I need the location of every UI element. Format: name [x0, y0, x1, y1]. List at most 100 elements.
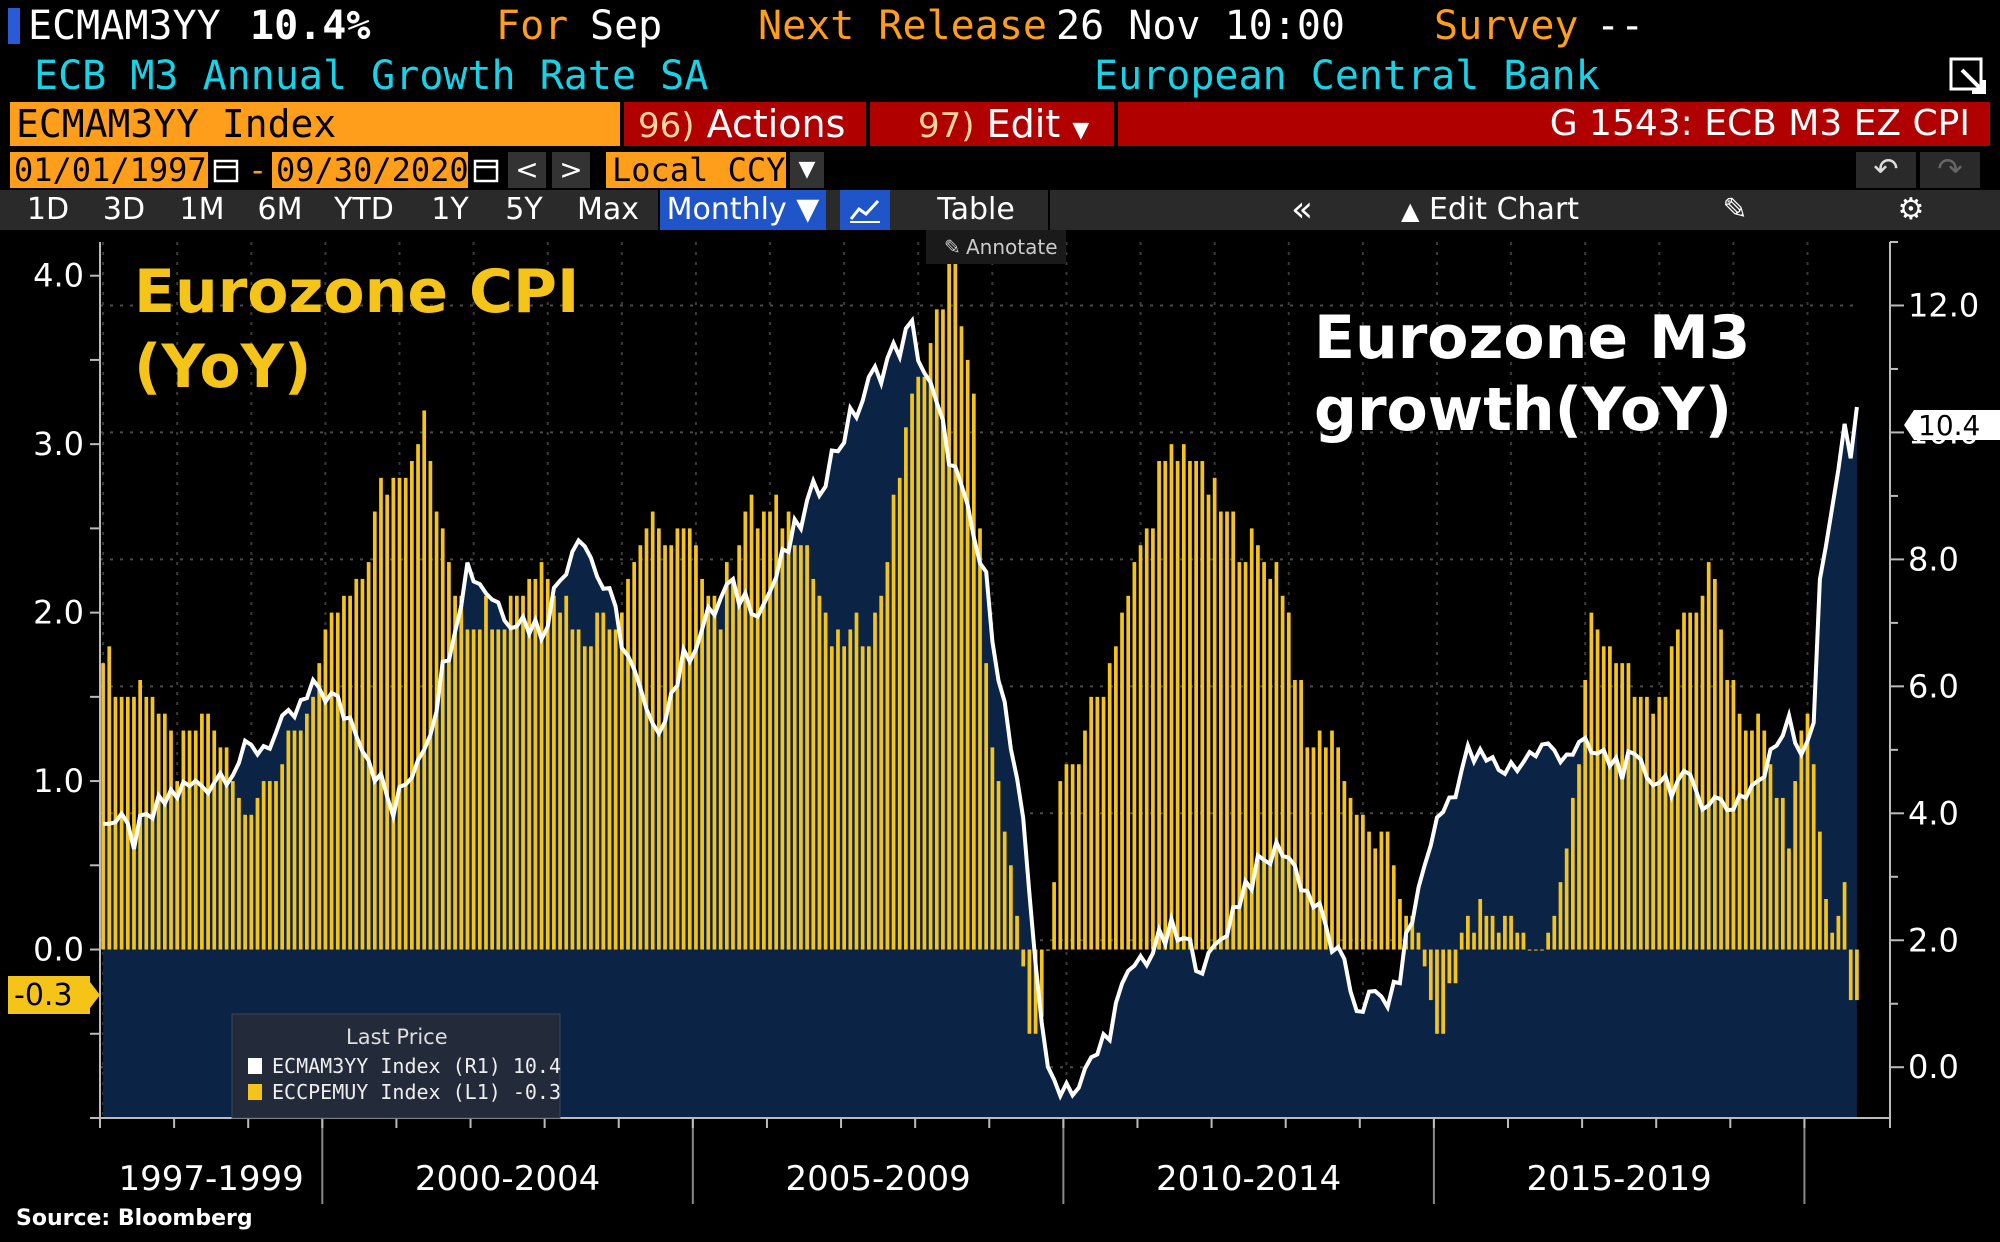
- cpi-bar: [1101, 696, 1106, 950]
- cpi-bar: [255, 797, 260, 950]
- cpi-bar: [860, 646, 865, 950]
- pencil-icon[interactable]: ✎: [1722, 192, 1748, 227]
- legend-item-m3: ECMAM3YY Index (R1) 10.4: [272, 1054, 561, 1078]
- period-select[interactable]: Monthly ▼: [660, 190, 826, 230]
- cpi-bar: [1083, 730, 1087, 950]
- next-release-value: 26 Nov 10:00: [1056, 3, 1345, 49]
- cpi-bar: [274, 781, 278, 950]
- edit-chart-button[interactable]: ▲ Edit Chart: [1330, 190, 1650, 230]
- cpi-bar: [1262, 562, 1266, 950]
- gear-icon[interactable]: ⚙: [1897, 192, 1925, 227]
- popout-icon[interactable]: [1948, 56, 1988, 96]
- pencil-icon: ✎: [944, 235, 961, 259]
- cpi-bar: [1608, 646, 1612, 950]
- cpi-bar: [971, 393, 976, 950]
- end-date-input[interactable]: 09/30/2020: [272, 152, 469, 188]
- collapse-icon[interactable]: «: [1290, 189, 1314, 230]
- annotate-button[interactable]: [926, 230, 1066, 264]
- cpi-bar: [552, 595, 556, 950]
- cpi-bar: [619, 612, 624, 950]
- chevron-down-icon[interactable]: ▼: [790, 152, 824, 188]
- cpi-bar: [1589, 612, 1594, 950]
- cpi-bar: [762, 511, 766, 950]
- cpi-bar: [1756, 713, 1760, 950]
- cpi-bar: [836, 629, 840, 950]
- range-1d[interactable]: 1D: [26, 192, 70, 227]
- cpi-bar: [1336, 747, 1341, 950]
- cpi-bar: [1484, 915, 1489, 950]
- cpi-bar: [638, 545, 643, 950]
- cpi-bar: [1274, 562, 1279, 950]
- actions-button[interactable]: 96) Actions ▼: [624, 102, 866, 189]
- undo-icon[interactable]: ↶: [1856, 152, 1916, 188]
- range-5y[interactable]: 5Y: [505, 192, 543, 227]
- edit-button[interactable]: 97) Edit ▼: [870, 102, 1114, 146]
- cpi-bar: [613, 629, 618, 950]
- table-tab[interactable]: Table: [904, 190, 1050, 230]
- line-chart-icon[interactable]: [840, 190, 890, 230]
- currency-select[interactable]: Local CCY: [606, 152, 786, 188]
- cpi-bar: [224, 747, 229, 950]
- next-period-button[interactable]: >: [552, 152, 590, 188]
- range-1y[interactable]: 1Y: [431, 192, 469, 227]
- cpi-bar: [823, 612, 828, 950]
- cpi-bar: [1299, 680, 1303, 950]
- range-1m[interactable]: 1M: [179, 192, 225, 227]
- cpi-bar: [792, 545, 797, 950]
- cpi-bar: [1225, 511, 1229, 950]
- range-ytd[interactable]: YTD: [334, 192, 394, 227]
- start-date-input[interactable]: 01/01/1997: [10, 152, 208, 188]
- cpi-bar: [1416, 932, 1421, 950]
- legend-title: Last Price: [346, 1025, 448, 1049]
- cpi-bar: [502, 629, 507, 950]
- cpi-bar: [1743, 730, 1748, 950]
- cpi-bar: [755, 528, 760, 950]
- cpi-bar: [570, 629, 575, 950]
- range-6m[interactable]: 6M: [257, 192, 303, 227]
- cpi-bars: [101, 242, 1859, 1034]
- cpi-bar: [1688, 612, 1693, 950]
- cpi-bar: [1391, 865, 1396, 950]
- cpi-bar: [465, 629, 470, 950]
- edit-chart-label: Edit Chart: [1428, 192, 1580, 227]
- cpi-bar: [1052, 882, 1056, 950]
- cpi-bar: [144, 696, 149, 950]
- cpi-bar: [101, 663, 105, 950]
- calendar-icon[interactable]: [472, 156, 500, 184]
- redo-icon[interactable]: ↷: [1920, 152, 1980, 188]
- cpi-bar: [366, 562, 371, 950]
- right-tick-label: 6.0: [1908, 667, 1959, 705]
- range-3d[interactable]: 3D: [102, 192, 146, 227]
- cpi-bar: [687, 528, 692, 950]
- cpi-bar: [1379, 831, 1384, 950]
- cpi-last-value: -0.3: [14, 978, 73, 1013]
- ticker-input[interactable]: ECMAM3YY Index: [10, 102, 620, 146]
- cpi-bar: [1515, 932, 1520, 950]
- cpi-bar: [1713, 578, 1717, 950]
- cpi-bar: [1175, 461, 1180, 950]
- cpi-bar: [632, 562, 637, 950]
- cpi-bar: [1361, 814, 1365, 950]
- range-max[interactable]: Max: [558, 190, 660, 230]
- prev-period-button[interactable]: <: [508, 152, 546, 188]
- cpi-bar: [928, 343, 933, 950]
- cpi-bar: [626, 578, 630, 950]
- calendar-icon[interactable]: [212, 156, 240, 184]
- cpi-bar: [1546, 932, 1550, 950]
- source-org: European Central Bank: [1094, 53, 1600, 99]
- cpi-bar: [1774, 797, 1779, 950]
- cpi-last-tag: -0.3: [8, 976, 100, 1014]
- cpi-bar: [749, 494, 754, 950]
- edit-shortcut: 97): [918, 106, 975, 146]
- cpi-bar: [360, 578, 365, 950]
- chart-area: 0.01.02.03.04.00.02.04.06.08.010.012.019…: [8, 230, 2000, 1204]
- cpi-bar: [1836, 915, 1841, 950]
- left-tick-label: 2.0: [33, 594, 84, 632]
- cpi-bar: [175, 781, 180, 950]
- cpi-bar: [669, 545, 674, 950]
- date-range-bar: 01/01/1997 - 09/30/2020 < > Local CCY ▼ …: [0, 150, 2000, 190]
- cpi-bar: [1682, 612, 1686, 950]
- cpi-bar: [990, 747, 995, 950]
- cpi-bar: [1330, 730, 1334, 950]
- left-tick-label: 0.0: [33, 931, 84, 969]
